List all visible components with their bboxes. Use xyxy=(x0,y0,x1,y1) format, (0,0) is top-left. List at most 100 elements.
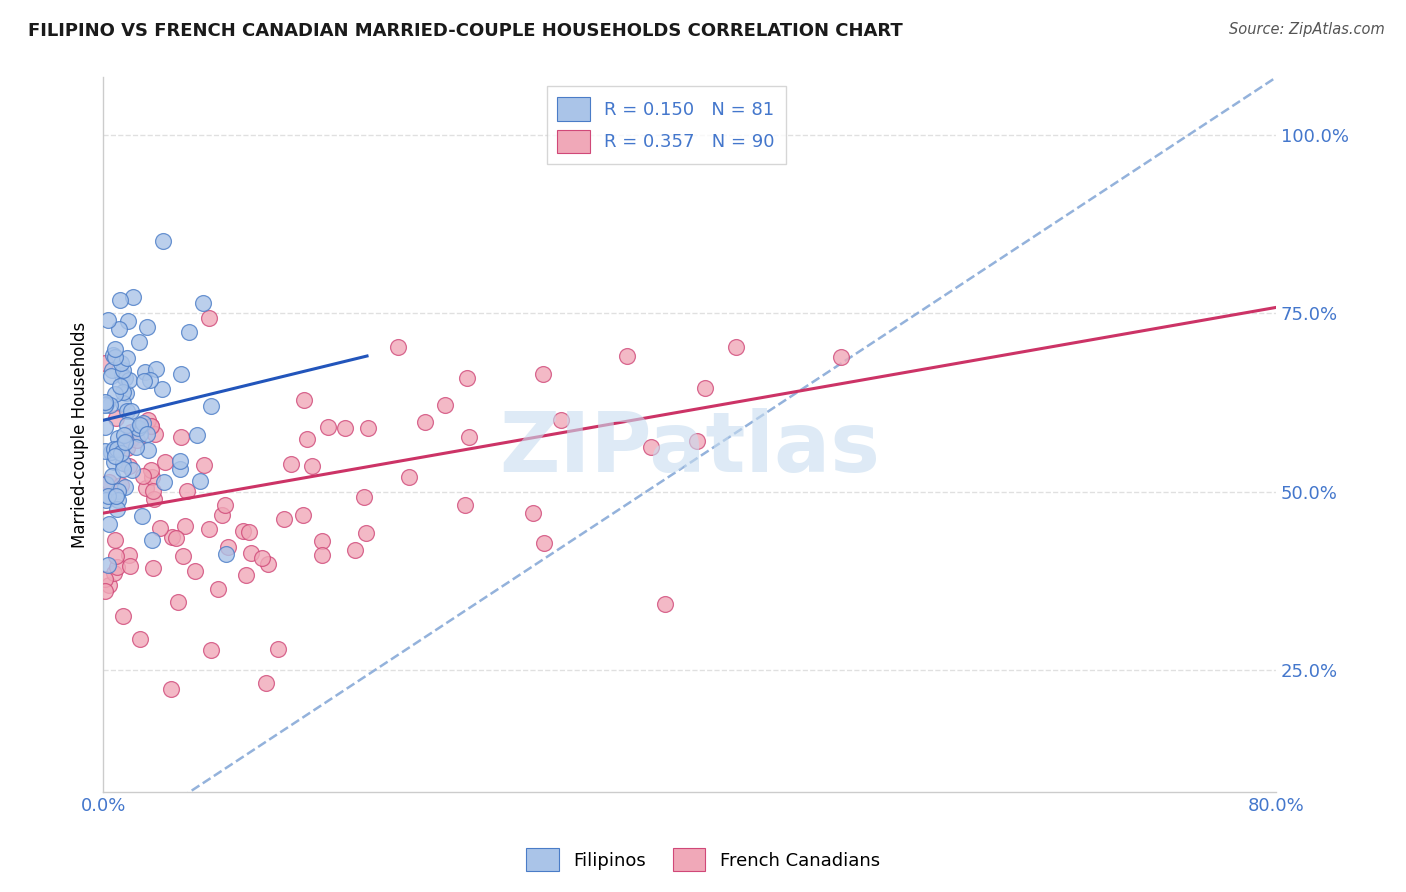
Point xyxy=(105,501,128,516)
Point xyxy=(174,518,197,533)
Point xyxy=(114,371,136,385)
Point xyxy=(724,340,747,354)
Point xyxy=(413,415,436,429)
Point xyxy=(686,434,709,449)
Point xyxy=(200,643,222,657)
Point xyxy=(176,484,198,499)
Point xyxy=(434,398,457,412)
Point xyxy=(387,340,409,354)
Point xyxy=(301,458,323,473)
Point xyxy=(129,418,152,433)
Point xyxy=(693,381,716,395)
Text: ZIPatlas: ZIPatlas xyxy=(499,409,880,490)
Point xyxy=(142,484,165,499)
Point xyxy=(120,559,142,574)
Point xyxy=(124,440,146,454)
Point xyxy=(132,374,155,388)
Point xyxy=(183,565,205,579)
Point xyxy=(98,399,121,413)
Point xyxy=(159,681,181,696)
Point xyxy=(252,550,274,565)
Point xyxy=(353,490,375,504)
Point xyxy=(94,572,117,586)
Point xyxy=(456,371,478,385)
Point xyxy=(232,524,254,538)
Point xyxy=(104,449,127,463)
Point xyxy=(103,348,125,362)
Point xyxy=(531,367,554,381)
Point xyxy=(141,470,163,484)
Point xyxy=(240,546,263,560)
Point xyxy=(214,498,236,512)
Point xyxy=(104,387,127,401)
Point xyxy=(254,676,277,690)
Point xyxy=(343,543,366,558)
Point xyxy=(145,362,167,376)
Point xyxy=(454,498,477,512)
Point xyxy=(533,535,555,549)
Text: Source: ZipAtlas.com: Source: ZipAtlas.com xyxy=(1229,22,1385,37)
Point xyxy=(131,508,153,523)
Point xyxy=(100,369,122,384)
Point xyxy=(193,296,215,310)
Point xyxy=(115,418,138,433)
Point xyxy=(121,290,143,304)
Point xyxy=(143,492,166,507)
Point xyxy=(111,456,134,470)
Point xyxy=(165,531,187,545)
Point xyxy=(170,430,193,444)
Point xyxy=(103,442,125,457)
Point xyxy=(100,444,122,458)
Point xyxy=(94,397,117,411)
Point xyxy=(139,418,162,433)
Point xyxy=(107,483,129,498)
Point xyxy=(141,533,163,547)
Point xyxy=(198,522,221,536)
Point xyxy=(188,474,211,488)
Point xyxy=(110,356,132,370)
Point xyxy=(118,373,141,387)
Point xyxy=(100,363,122,377)
Point xyxy=(550,413,572,427)
Point xyxy=(110,446,132,460)
Point xyxy=(93,443,115,458)
Point xyxy=(111,362,134,376)
Point xyxy=(104,410,127,425)
Point xyxy=(153,475,176,489)
Point xyxy=(129,632,152,646)
Point xyxy=(522,507,544,521)
Point xyxy=(616,349,638,363)
Point xyxy=(354,526,377,541)
Point xyxy=(198,311,221,326)
Y-axis label: Married-couple Households: Married-couple Households xyxy=(72,321,89,548)
Point xyxy=(112,427,135,442)
Point xyxy=(105,442,128,456)
Point xyxy=(292,508,315,522)
Point xyxy=(110,379,132,393)
Point xyxy=(94,492,117,507)
Legend: Filipinos, French Canadians: Filipinos, French Canadians xyxy=(519,841,887,879)
Point xyxy=(238,524,260,539)
Point xyxy=(110,478,132,492)
Point xyxy=(280,458,302,472)
Point xyxy=(139,373,162,387)
Point xyxy=(217,540,239,554)
Point xyxy=(134,365,156,379)
Point xyxy=(127,421,149,435)
Point xyxy=(640,440,662,454)
Point xyxy=(104,533,127,547)
Point xyxy=(169,461,191,475)
Point xyxy=(111,608,134,623)
Point xyxy=(155,455,177,469)
Point xyxy=(136,443,159,458)
Point xyxy=(215,547,238,561)
Point xyxy=(127,433,149,447)
Point xyxy=(94,420,117,434)
Point xyxy=(193,458,215,472)
Point xyxy=(97,475,120,490)
Point xyxy=(104,342,127,356)
Point xyxy=(111,396,134,410)
Point xyxy=(318,419,340,434)
Point xyxy=(115,351,138,366)
Point xyxy=(139,463,162,477)
